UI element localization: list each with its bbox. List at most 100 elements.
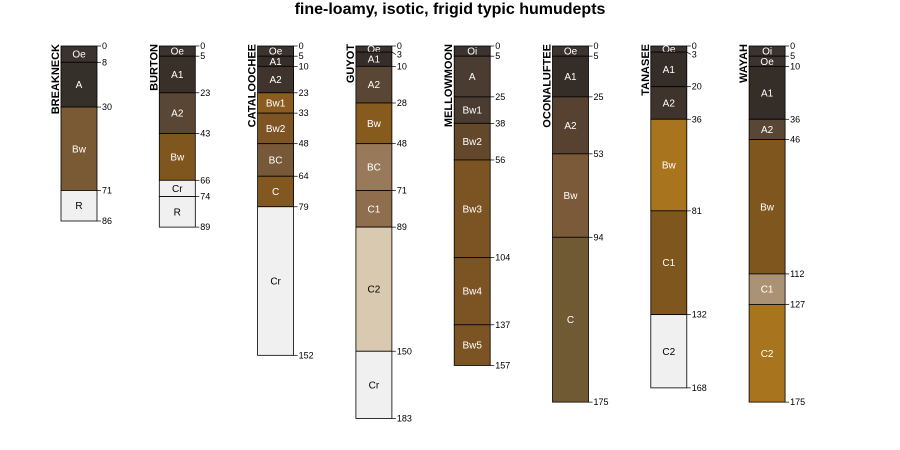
profile-name-mellowmoon: MELLOWMOON bbox=[443, 44, 455, 127]
horizon-rect bbox=[552, 236, 589, 403]
horizon-rect bbox=[748, 139, 786, 275]
horizon-label: Cr bbox=[172, 184, 183, 195]
profile-name-breakneck: BREAKNECK bbox=[50, 44, 62, 114]
horizon-label: A1 bbox=[761, 88, 774, 99]
depth-label: 33 bbox=[299, 108, 309, 118]
depth-label: 10 bbox=[397, 61, 407, 71]
depth-label: 5 bbox=[594, 51, 599, 61]
horizon-label: Bw1 bbox=[266, 98, 286, 109]
horizon-rect bbox=[453, 324, 491, 366]
horizon-label: C bbox=[272, 187, 279, 198]
depth-label: 175 bbox=[790, 397, 805, 407]
profile-name-cataloochee: CATALOOCHEE bbox=[247, 44, 259, 127]
horizon-rect bbox=[748, 304, 786, 403]
horizon-label: Oe bbox=[367, 45, 381, 56]
profile-name-burton: BURTON bbox=[148, 44, 160, 91]
depth-label: 0 bbox=[102, 41, 107, 51]
horizon-rect bbox=[552, 153, 589, 238]
depth-label: 94 bbox=[594, 232, 604, 242]
depth-label: 175 bbox=[594, 397, 609, 407]
chart-title: fine-loamy, isotic, frigid typic humudep… bbox=[294, 1, 606, 18]
horizon-label: Bw2 bbox=[266, 124, 286, 135]
depth-label: 157 bbox=[495, 360, 510, 370]
horizon-label: Bw bbox=[367, 119, 382, 130]
depth-label: 36 bbox=[692, 114, 702, 124]
depth-label: 25 bbox=[594, 92, 604, 102]
depth-label: 25 bbox=[495, 92, 505, 102]
depth-label: 112 bbox=[790, 269, 804, 279]
profile-name-guyot: GUYOT bbox=[345, 44, 357, 83]
profile-name-oconaluftee: OCONALUFTEE bbox=[542, 44, 554, 128]
horizon-rect bbox=[650, 314, 688, 389]
horizon-rect bbox=[355, 350, 393, 419]
depth-label: 0 bbox=[495, 41, 500, 51]
depth-label: 168 bbox=[692, 383, 707, 393]
depth-label: 3 bbox=[692, 50, 697, 60]
depth-label: 0 bbox=[299, 41, 304, 51]
horizon-rect bbox=[355, 143, 393, 191]
depth-label: 5 bbox=[495, 51, 500, 61]
horizon-label: Oi bbox=[467, 47, 477, 58]
horizon-label: A2 bbox=[564, 121, 577, 132]
horizon-label: Bw bbox=[564, 191, 579, 202]
horizon-rect bbox=[453, 257, 491, 326]
horizon-label: Bw2 bbox=[462, 137, 482, 148]
horizon-label: C2 bbox=[761, 349, 774, 360]
depth-label: 53 bbox=[594, 149, 604, 159]
depth-label: 89 bbox=[200, 222, 210, 232]
horizon-label: A2 bbox=[171, 109, 184, 120]
depth-label: 104 bbox=[495, 253, 510, 263]
horizon-label: Oe bbox=[72, 50, 86, 61]
depth-label: 48 bbox=[397, 139, 407, 149]
depth-label: 56 bbox=[495, 155, 505, 165]
horizon-rect bbox=[257, 175, 295, 208]
depth-label: 64 bbox=[299, 171, 309, 181]
horizon-label: A2 bbox=[368, 80, 381, 91]
horizon-label: R bbox=[174, 207, 181, 218]
horizon-label: A1 bbox=[564, 72, 577, 83]
profile-name-tanasee: TANASEE bbox=[640, 44, 652, 96]
horizon-rect bbox=[453, 55, 491, 98]
horizon-rect bbox=[650, 51, 688, 88]
depth-label: 0 bbox=[692, 41, 697, 51]
horizon-label: Bw bbox=[662, 161, 677, 172]
horizon-rect bbox=[453, 122, 491, 161]
depth-tick bbox=[391, 51, 397, 55]
depth-label: 43 bbox=[200, 129, 210, 139]
depth-label: 10 bbox=[790, 61, 800, 71]
depth-label: 137 bbox=[495, 320, 510, 330]
depth-label: 23 bbox=[200, 88, 210, 98]
horizon-label: C1 bbox=[761, 285, 774, 296]
horizon-rect bbox=[453, 159, 491, 259]
depth-label: 10 bbox=[299, 61, 309, 71]
horizon-rect bbox=[60, 190, 98, 222]
depth-label: 71 bbox=[397, 185, 407, 195]
horizon-label: A bbox=[469, 72, 476, 83]
horizon-label: A2 bbox=[761, 125, 774, 136]
horizon-label: Bw1 bbox=[462, 106, 482, 117]
horizon-label: C bbox=[567, 315, 574, 326]
horizon-label: Bw bbox=[72, 144, 87, 155]
depth-label: 89 bbox=[397, 222, 407, 232]
horizon-rect bbox=[355, 226, 393, 352]
horizon-rect bbox=[158, 196, 196, 228]
depth-label: 71 bbox=[102, 185, 112, 195]
depth-label: 81 bbox=[692, 206, 702, 216]
depth-label: 38 bbox=[495, 118, 505, 128]
depth-label: 8 bbox=[102, 57, 107, 67]
horizon-label: Oe bbox=[760, 57, 774, 68]
horizon-label: A1 bbox=[368, 55, 381, 66]
horizon-label: BC bbox=[269, 155, 283, 166]
horizon-label: C1 bbox=[368, 204, 381, 215]
horizon-label: C2 bbox=[368, 285, 381, 296]
horizon-rect bbox=[60, 61, 98, 108]
horizon-label: A2 bbox=[663, 98, 676, 109]
horizon-rect bbox=[158, 133, 196, 181]
depth-label: 0 bbox=[790, 41, 795, 51]
horizon-label: Bw bbox=[760, 202, 775, 213]
horizon-label: Oi bbox=[762, 47, 772, 58]
depth-label: 0 bbox=[594, 41, 599, 51]
horizon-label: A bbox=[76, 80, 83, 91]
horizon-rect bbox=[257, 143, 295, 177]
